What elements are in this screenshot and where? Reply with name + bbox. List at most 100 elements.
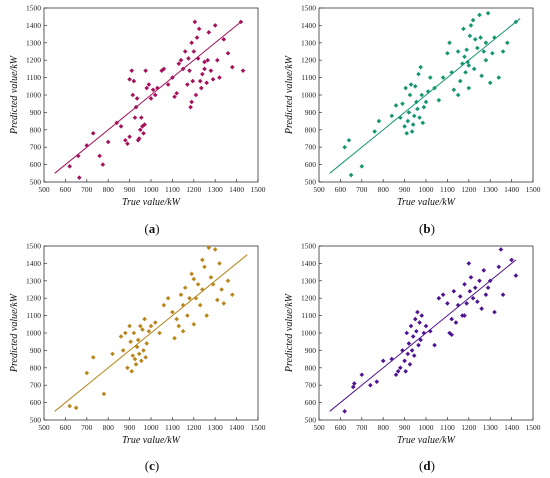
data-point bbox=[146, 328, 152, 334]
data-point bbox=[411, 113, 417, 119]
data-point bbox=[178, 57, 184, 63]
data-point bbox=[342, 144, 347, 150]
x-tick-label: 500 bbox=[313, 423, 325, 432]
data-point bbox=[470, 17, 476, 23]
data-point bbox=[67, 164, 72, 169]
data-point bbox=[182, 285, 188, 291]
data-point bbox=[413, 84, 418, 89]
data-point bbox=[403, 368, 408, 374]
data-point bbox=[136, 136, 142, 141]
data-point bbox=[152, 92, 158, 98]
data-point bbox=[398, 365, 403, 371]
data-point bbox=[90, 355, 96, 360]
y-tick-label: 500 bbox=[30, 178, 42, 187]
data-point bbox=[172, 335, 177, 341]
data-point bbox=[123, 137, 128, 143]
data-point bbox=[155, 85, 160, 91]
data-point bbox=[372, 129, 377, 134]
x-tick-label: 800 bbox=[103, 185, 115, 194]
data-point bbox=[415, 309, 420, 315]
data-point bbox=[132, 115, 138, 120]
y-tick-label: 600 bbox=[30, 160, 42, 169]
scatter-panel-b: 500 600 700 800 900 1000 1100 1200 1300 1400 1500 5… bbox=[284, 4, 541, 237]
x-axis-label: True value/kW bbox=[122, 435, 182, 446]
panel-label: (a) bbox=[144, 221, 159, 236]
data-point bbox=[165, 82, 171, 87]
data-point bbox=[513, 19, 519, 25]
y-tick-label: 500 bbox=[305, 178, 317, 187]
data-point bbox=[123, 330, 128, 336]
data-point bbox=[359, 164, 365, 169]
data-point bbox=[225, 278, 231, 284]
x-tick-label: 1500 bbox=[251, 185, 266, 194]
data-point bbox=[118, 334, 124, 339]
y-tick-label: 1500 bbox=[26, 4, 41, 13]
x-tick-label: 1000 bbox=[419, 185, 434, 194]
data-point bbox=[120, 348, 126, 353]
data-point bbox=[447, 40, 452, 46]
data-point bbox=[455, 49, 461, 54]
data-point bbox=[475, 299, 480, 304]
y-tick-label: 800 bbox=[305, 125, 317, 134]
data-point bbox=[462, 54, 467, 60]
data-point bbox=[417, 115, 422, 120]
data-point bbox=[418, 337, 423, 343]
y-tick-label: 1300 bbox=[301, 38, 316, 47]
data-point bbox=[77, 175, 82, 180]
data-point bbox=[468, 275, 474, 280]
data-point bbox=[468, 23, 474, 28]
data-point bbox=[191, 276, 197, 282]
data-point bbox=[133, 362, 139, 367]
x-tick-label: 1100 bbox=[440, 423, 455, 432]
data-point bbox=[420, 120, 426, 126]
data-point bbox=[159, 68, 164, 73]
data-point bbox=[196, 26, 202, 32]
data-point bbox=[421, 104, 427, 110]
y-tick-label: 900 bbox=[30, 346, 42, 355]
data-point bbox=[449, 316, 454, 322]
data-point bbox=[425, 89, 431, 94]
data-point bbox=[97, 153, 102, 159]
data-point bbox=[461, 26, 466, 32]
y-tick-label: 600 bbox=[305, 398, 317, 407]
data-point bbox=[453, 320, 459, 325]
data-point bbox=[206, 245, 212, 251]
data-point bbox=[141, 348, 146, 353]
data-point bbox=[188, 104, 193, 110]
data-point bbox=[467, 33, 473, 39]
data-point bbox=[189, 271, 194, 277]
data-point bbox=[465, 59, 471, 65]
data-point bbox=[411, 353, 417, 358]
data-point bbox=[436, 295, 442, 301]
y-tick-label: 700 bbox=[30, 381, 42, 390]
data-point bbox=[212, 247, 218, 252]
data-point bbox=[193, 92, 199, 98]
data-point bbox=[492, 309, 497, 315]
data-point bbox=[440, 75, 446, 80]
data-point bbox=[393, 372, 399, 378]
data-point bbox=[165, 295, 171, 301]
data-point bbox=[200, 287, 205, 292]
y-tick-label: 1000 bbox=[301, 91, 316, 100]
data-point bbox=[194, 35, 200, 40]
data-point bbox=[161, 66, 167, 72]
data-point bbox=[466, 63, 472, 68]
data-point bbox=[200, 71, 205, 77]
data-point bbox=[470, 295, 476, 301]
data-point bbox=[405, 351, 411, 357]
data-point bbox=[182, 49, 188, 54]
data-point bbox=[148, 323, 154, 329]
data-point bbox=[130, 353, 136, 358]
x-tick-label: 1400 bbox=[504, 185, 519, 194]
x-tick-label: 1500 bbox=[526, 423, 541, 432]
x-tick-label: 900 bbox=[399, 423, 411, 432]
data-point bbox=[485, 285, 491, 291]
panel-label: (b) bbox=[419, 221, 435, 236]
data-point bbox=[409, 348, 415, 353]
data-point bbox=[129, 68, 135, 73]
x-tick-label: 1100 bbox=[165, 423, 180, 432]
x-tick-label: 800 bbox=[378, 185, 390, 194]
x-tick-label: 1300 bbox=[208, 423, 223, 432]
data-point bbox=[449, 332, 454, 338]
y-tick-label: 700 bbox=[305, 381, 317, 390]
